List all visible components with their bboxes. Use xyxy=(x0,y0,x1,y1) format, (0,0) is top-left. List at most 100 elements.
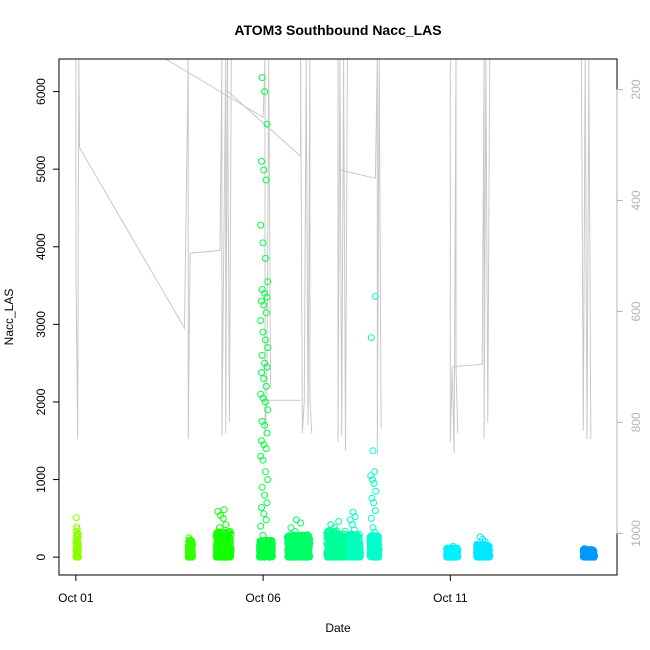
data-point-outlier xyxy=(263,363,271,371)
data-point-outlier xyxy=(258,157,265,165)
data-point xyxy=(215,550,223,557)
data-point-outlier xyxy=(257,522,265,530)
right-axis-tick-label: 800 xyxy=(629,412,643,432)
data-point-outlier xyxy=(72,514,80,522)
data-point xyxy=(218,533,226,541)
data-point-outlier xyxy=(335,518,343,525)
left-axis-tick-label: 4000 xyxy=(34,233,48,260)
data-point-outlier xyxy=(367,472,375,480)
data-point-outlier xyxy=(262,516,270,524)
data-point xyxy=(304,539,312,547)
data-point-outlier xyxy=(260,375,268,383)
data-point-outlier xyxy=(346,516,354,524)
data-point xyxy=(257,539,265,547)
data-point-outlier xyxy=(348,521,356,529)
data-point-outlier xyxy=(260,301,268,309)
data-point xyxy=(299,533,307,541)
data-point-outlier xyxy=(258,286,266,293)
data-point xyxy=(450,552,458,560)
data-point-outlier xyxy=(264,344,272,352)
data-point-outlier xyxy=(259,394,267,402)
data-point xyxy=(475,547,482,555)
data-point xyxy=(216,529,224,537)
data-point-outlier xyxy=(372,487,380,495)
data-point-outlier xyxy=(260,166,268,174)
data-point xyxy=(266,553,274,561)
data-point-outlier xyxy=(367,514,375,522)
data-point xyxy=(482,552,490,560)
data-point-outlier xyxy=(257,317,265,324)
data-point xyxy=(351,549,359,557)
data-point-outlier xyxy=(257,221,265,229)
data-point xyxy=(185,553,193,561)
data-point-outlier xyxy=(73,523,81,531)
data-point xyxy=(348,535,356,543)
data-point-outlier xyxy=(257,452,265,460)
data-point xyxy=(218,531,226,538)
data-point-outlier xyxy=(258,504,265,511)
data-point-outlier xyxy=(292,516,300,524)
data-point xyxy=(356,549,364,557)
data-point-outlier xyxy=(264,476,272,484)
bottom-axis-tick-label: Oct 06 xyxy=(245,591,281,605)
data-point xyxy=(261,543,269,550)
left-axis-tick-label: 1000 xyxy=(34,466,48,493)
data-point-outlier xyxy=(369,476,376,484)
data-point-outlier xyxy=(264,278,272,286)
data-point xyxy=(220,539,228,546)
data-point-outlier xyxy=(580,545,588,553)
data-point xyxy=(217,553,225,561)
data-point-outlier xyxy=(476,533,484,541)
data-point xyxy=(323,551,331,559)
left-axis-tick-label: 3000 xyxy=(34,311,48,338)
data-point-outlier xyxy=(262,176,270,184)
data-point-outlier xyxy=(261,491,269,499)
data-point xyxy=(333,532,341,540)
data-point-outlier xyxy=(263,429,271,437)
right-axis: 200 400 600 800 1000 xyxy=(616,79,643,547)
data-point-outlier xyxy=(351,513,359,521)
data-point-outlier xyxy=(260,441,268,449)
bottom-axis: Oct 01 Oct 06 Oct 11 xyxy=(58,574,468,605)
data-point-outlier xyxy=(371,507,379,515)
data-point-outlier xyxy=(371,528,379,536)
x-axis-label: Date xyxy=(325,621,351,635)
data-point-outlier xyxy=(349,508,357,516)
data-point xyxy=(367,539,374,547)
data-point-outlier xyxy=(222,521,230,529)
data-point-outlier xyxy=(263,499,271,507)
data-point xyxy=(289,552,297,559)
right-axis-tick-label: 200 xyxy=(629,79,643,99)
data-point-outlier xyxy=(262,382,270,390)
data-point xyxy=(332,543,340,550)
data-point-outlier xyxy=(367,334,375,342)
grey-series-line xyxy=(580,58,592,440)
data-point xyxy=(589,553,597,561)
y-axis-label: Nacc_LAS xyxy=(2,289,16,346)
data-point-outlier xyxy=(261,359,269,367)
data-point-outlier xyxy=(258,351,266,359)
data-point xyxy=(74,539,82,546)
data-point xyxy=(188,545,196,553)
grey-series-line xyxy=(337,58,348,451)
bottom-axis-tick-label: Oct 01 xyxy=(58,591,94,605)
data-point-outlier xyxy=(371,292,379,300)
data-point xyxy=(304,536,312,544)
data-point-outlier xyxy=(262,309,270,317)
data-point xyxy=(444,549,452,557)
bottom-axis-tick-label: Oct 11 xyxy=(433,591,468,605)
left-axis-tick-label: 0 xyxy=(34,553,48,560)
data-point-outlier xyxy=(327,521,335,529)
data-point xyxy=(485,542,493,550)
data-point xyxy=(225,546,233,554)
data-point-outlier xyxy=(368,494,376,502)
data-point-outlier xyxy=(259,239,267,247)
data-point-outlier xyxy=(481,538,489,546)
left-axis-tick-label: 5000 xyxy=(34,156,48,183)
data-point-outlier xyxy=(261,421,269,429)
data-point xyxy=(284,535,292,543)
data-point-outlier xyxy=(258,483,266,491)
data-point xyxy=(225,528,233,536)
